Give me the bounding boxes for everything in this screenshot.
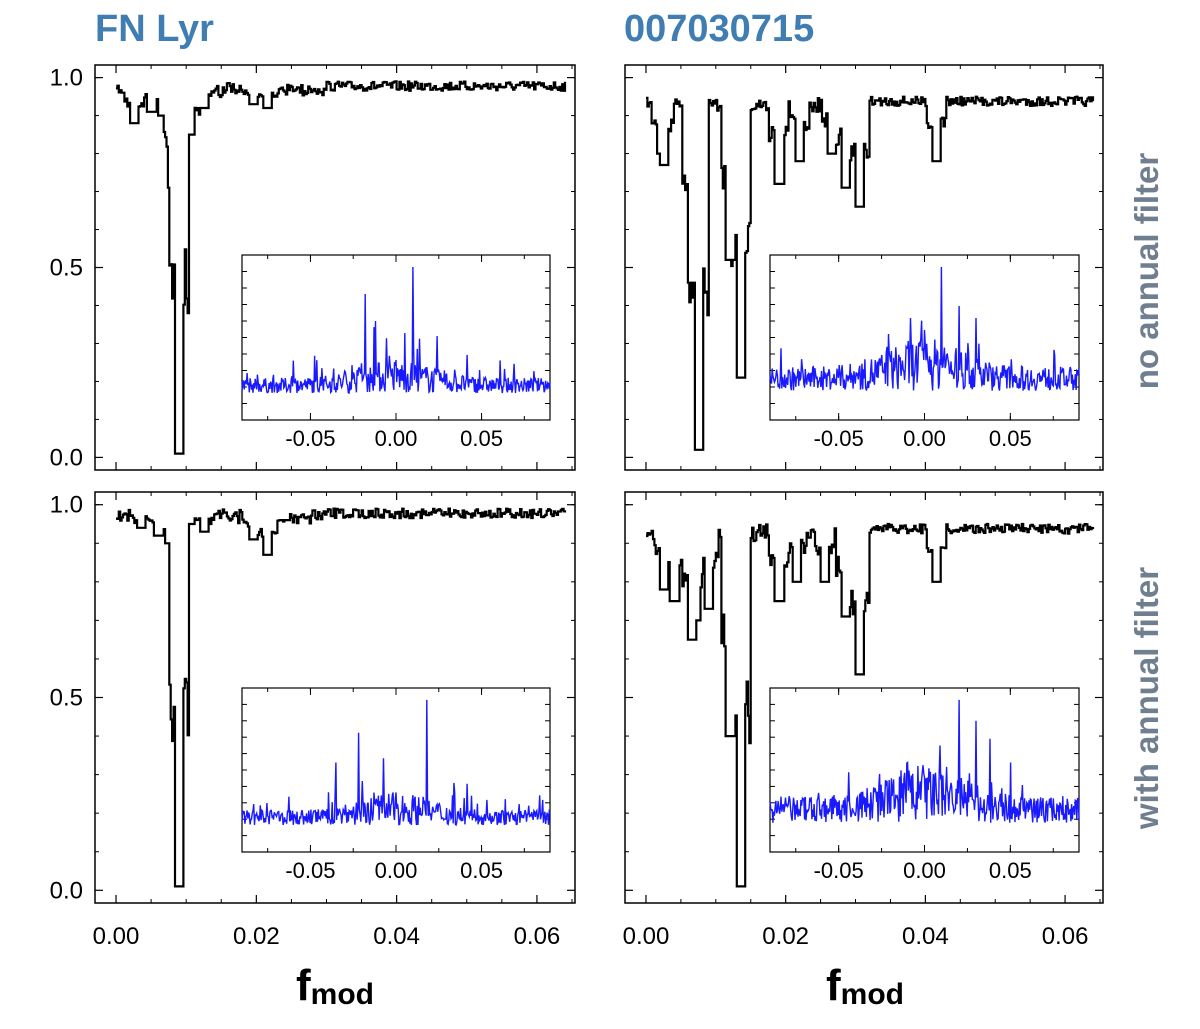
inset-x-tick-label: -0.05 [285, 426, 335, 451]
x-axis-title-subscript: mod [841, 978, 904, 1011]
inset-frame [241, 254, 551, 421]
inset-x-tick-label: 0.05 [460, 858, 503, 883]
column-title-007030715: 007030715 [624, 8, 815, 50]
x-axis-title-subscript: mod [311, 978, 374, 1011]
x-axis-title: fmod [296, 961, 374, 1011]
x-tick-label: 0.06 [1042, 923, 1089, 950]
x-tick-label: 0.04 [373, 923, 420, 950]
inset-frame [241, 687, 551, 853]
y-tick-label: 1.0 [50, 65, 83, 92]
y-tick-label: 0.5 [50, 255, 83, 282]
x-axis-title-main: f [826, 961, 841, 1010]
inset-series-line [769, 266, 1080, 392]
y-tick-label: 0.0 [50, 877, 83, 904]
inset-frame [769, 687, 1080, 853]
x-tick-label: 0.04 [902, 923, 949, 950]
x-axis-title: fmod [826, 961, 904, 1011]
main-series-line [646, 95, 1095, 451]
inset-x-tick-label: -0.05 [285, 858, 335, 883]
x-tick-label: 0.02 [233, 923, 280, 950]
inset-series-line [769, 699, 1080, 823]
inset-series-line [241, 266, 551, 395]
inset-x-tick-label: -0.05 [814, 858, 864, 883]
inset-x-tick-label: 0.00 [903, 426, 946, 451]
inset-x-tick-label: 0.00 [375, 858, 418, 883]
inset-x-tick-label: 0.05 [989, 858, 1032, 883]
main-series-line [116, 507, 567, 888]
x-tick-label: 0.06 [514, 923, 561, 950]
y-tick-label: 0.0 [50, 444, 83, 471]
x-tick-label: 0.00 [93, 923, 140, 950]
inset-x-tick-label: -0.05 [814, 426, 864, 451]
y-tick-label: 1.0 [50, 492, 83, 519]
inset-x-tick-label: 0.05 [460, 426, 503, 451]
x-tick-label: 0.00 [623, 923, 670, 950]
inset-x-tick-label: 0.05 [989, 426, 1032, 451]
column-title-fn-lyr: FN Lyr [95, 8, 214, 50]
x-axis-title-main: f [296, 961, 311, 1010]
main-series-line [646, 522, 1095, 888]
y-tick-label: 0.5 [50, 685, 83, 712]
main-series-line [116, 80, 567, 455]
inset-series-line [241, 699, 551, 827]
x-tick-label: 0.02 [762, 923, 809, 950]
inset-x-tick-label: 0.00 [375, 426, 418, 451]
inset-x-tick-label: 0.00 [903, 858, 946, 883]
